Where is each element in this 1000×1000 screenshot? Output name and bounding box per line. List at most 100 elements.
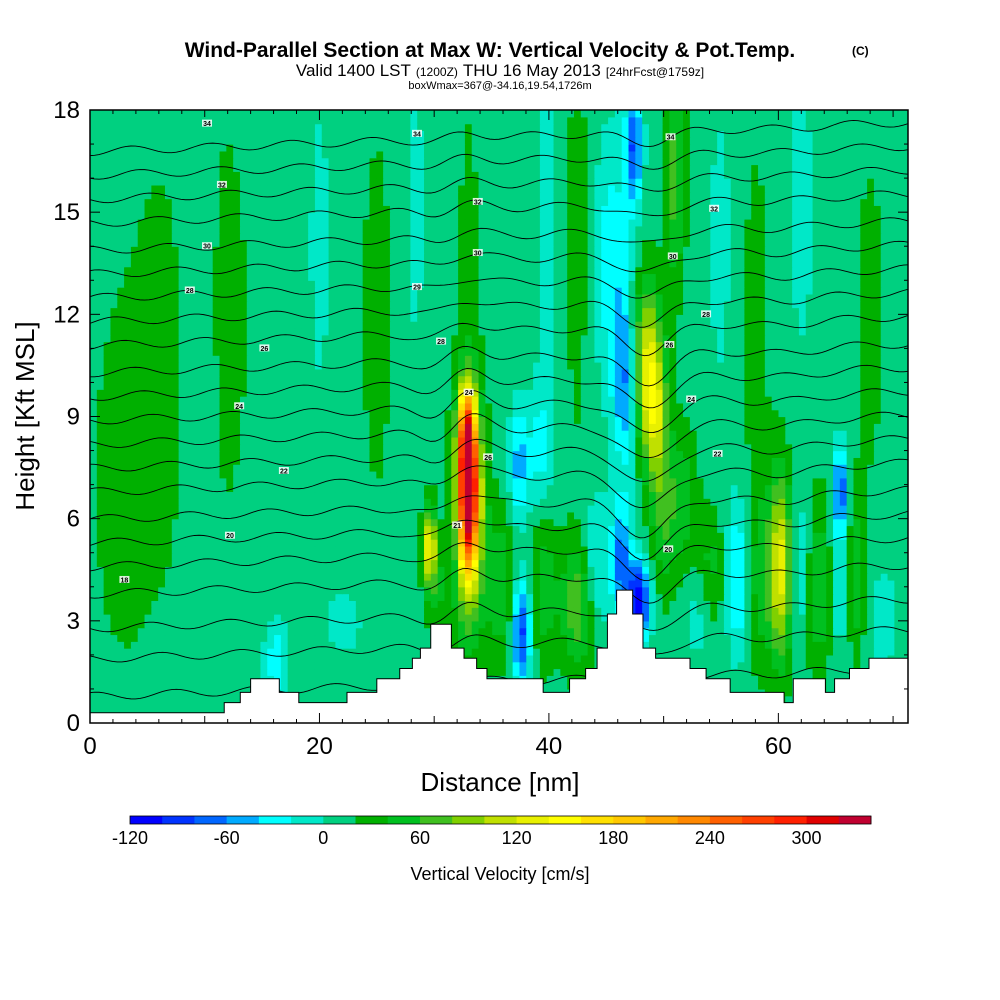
velocity-cell bbox=[260, 620, 268, 629]
velocity-cell bbox=[383, 505, 391, 513]
velocity-cell bbox=[151, 702, 159, 710]
velocity-cell bbox=[833, 464, 841, 472]
velocity-cell bbox=[362, 648, 371, 656]
velocity-cell bbox=[601, 545, 609, 554]
velocity-cell bbox=[819, 477, 827, 486]
velocity-cell bbox=[689, 586, 698, 595]
velocity-cell bbox=[424, 573, 432, 581]
velocity-cell bbox=[873, 586, 882, 595]
velocity-cell bbox=[689, 634, 698, 642]
velocity-cell bbox=[744, 464, 752, 472]
velocity-cell bbox=[103, 457, 112, 465]
velocity-cell bbox=[192, 559, 200, 567]
velocity-cell bbox=[410, 614, 418, 622]
velocity-cell bbox=[342, 484, 350, 493]
velocity-cell bbox=[696, 593, 705, 601]
velocity-cell bbox=[608, 532, 616, 540]
velocity-cell bbox=[546, 491, 555, 499]
velocity-cell bbox=[792, 593, 800, 601]
velocity-cell bbox=[648, 641, 657, 649]
velocity-cell bbox=[321, 586, 330, 595]
velocity-cell bbox=[580, 457, 589, 465]
velocity-cell bbox=[567, 641, 575, 649]
velocity-cell bbox=[853, 545, 861, 554]
velocity-cell bbox=[628, 470, 636, 479]
velocity-cell bbox=[314, 607, 323, 615]
velocity-cell bbox=[608, 457, 616, 465]
velocity-cell bbox=[328, 695, 336, 704]
velocity-cell bbox=[737, 668, 745, 676]
velocity-cell bbox=[553, 505, 561, 513]
velocity-cell bbox=[301, 498, 309, 506]
velocity-cell bbox=[335, 525, 343, 533]
velocity-cell bbox=[287, 498, 296, 506]
velocity-cell bbox=[342, 559, 350, 567]
velocity-cell bbox=[219, 614, 227, 622]
velocity-cell bbox=[199, 620, 207, 629]
velocity-cell bbox=[246, 661, 255, 670]
velocity-cell bbox=[758, 614, 766, 622]
velocity-cell bbox=[362, 498, 371, 506]
velocity-cell bbox=[171, 634, 180, 642]
velocity-cell bbox=[512, 505, 521, 513]
velocity-cell bbox=[362, 654, 371, 663]
velocity-cell bbox=[594, 559, 602, 567]
velocity-cell bbox=[185, 688, 193, 697]
velocity-cell bbox=[717, 559, 725, 567]
velocity-cell bbox=[567, 505, 575, 513]
velocity-cell bbox=[410, 511, 418, 520]
velocity-cell bbox=[424, 525, 432, 533]
velocity-cell bbox=[389, 532, 398, 540]
velocity-cell bbox=[573, 532, 582, 540]
velocity-cell bbox=[274, 668, 282, 676]
velocity-cell bbox=[239, 491, 248, 499]
velocity-cell bbox=[717, 470, 725, 479]
velocity-cell bbox=[205, 484, 214, 493]
velocity-cell bbox=[730, 559, 739, 567]
velocity-cell bbox=[758, 600, 766, 608]
velocity-cell bbox=[376, 593, 384, 601]
velocity-cell bbox=[798, 464, 807, 472]
velocity-cell bbox=[233, 668, 241, 676]
velocity-cell bbox=[471, 593, 480, 601]
velocity-cell bbox=[594, 586, 602, 595]
velocity-cell bbox=[471, 586, 480, 595]
velocity-cell bbox=[212, 559, 221, 567]
velocity-cell bbox=[696, 457, 705, 465]
velocity-cell bbox=[349, 620, 357, 629]
velocity-cell bbox=[642, 518, 650, 527]
velocity-cell bbox=[328, 579, 336, 588]
velocity-cell bbox=[805, 668, 814, 676]
velocity-cell bbox=[573, 648, 582, 656]
velocity-cell bbox=[805, 661, 814, 670]
velocity-cell bbox=[880, 620, 889, 629]
velocity-cell bbox=[614, 464, 623, 472]
velocity-cell bbox=[171, 620, 180, 629]
velocity-cell bbox=[860, 477, 868, 486]
velocity-cell bbox=[758, 559, 766, 567]
velocity-cell bbox=[260, 443, 268, 452]
velocity-cell bbox=[662, 620, 671, 629]
velocity-cell bbox=[246, 498, 255, 506]
velocity-cell bbox=[580, 450, 589, 458]
velocity-cell bbox=[383, 539, 391, 547]
velocity-cell bbox=[560, 566, 568, 574]
velocity-cell bbox=[294, 559, 302, 567]
velocity-cell bbox=[696, 661, 705, 670]
velocity-cell bbox=[778, 511, 786, 520]
velocity-cell bbox=[717, 573, 725, 581]
velocity-cell bbox=[137, 491, 146, 499]
velocity-cell bbox=[376, 573, 384, 581]
velocity-cell bbox=[158, 443, 166, 452]
velocity-cell bbox=[553, 566, 561, 574]
velocity-cell bbox=[717, 477, 725, 486]
velocity-cell bbox=[158, 436, 166, 445]
velocity-cell bbox=[383, 464, 391, 472]
velocity-cell bbox=[730, 477, 739, 486]
velocity-cell bbox=[546, 532, 555, 540]
velocity-cell bbox=[703, 579, 711, 588]
velocity-cell bbox=[301, 443, 309, 452]
velocity-cell bbox=[464, 614, 473, 622]
velocity-cell bbox=[103, 545, 112, 554]
velocity-cell bbox=[860, 511, 868, 520]
